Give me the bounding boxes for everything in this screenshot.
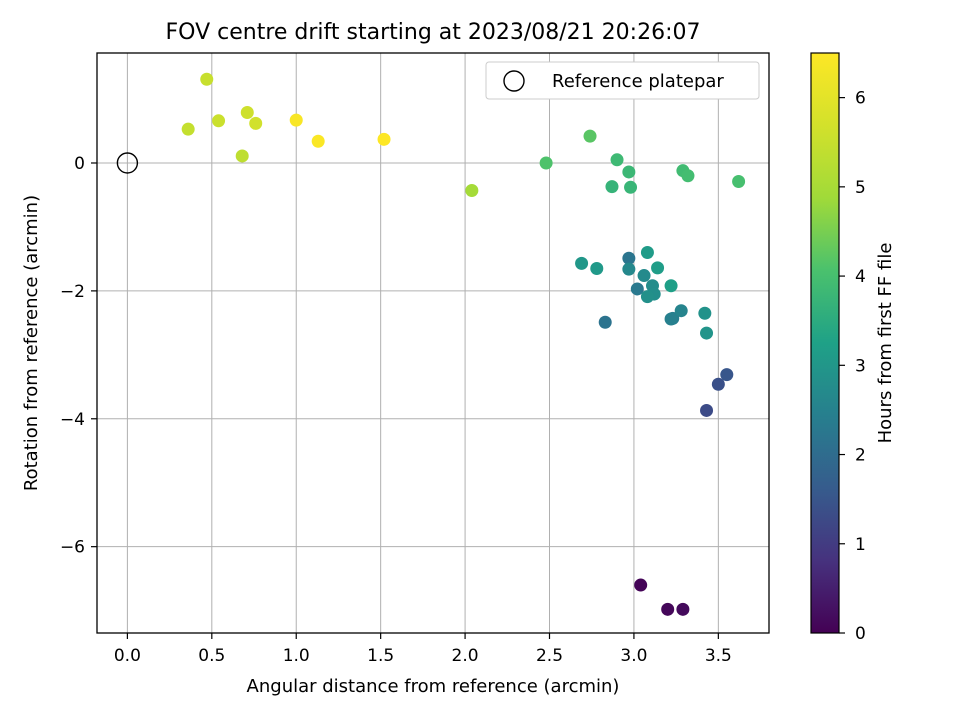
colorbar-gradient [810,52,840,634]
data-point [598,315,612,329]
data-point [637,269,651,283]
data-point [622,251,636,265]
data-point [235,149,249,163]
data-point [720,368,734,382]
data-point [624,180,638,194]
legend-box [485,61,760,100]
y-tick-label: −2 [60,282,85,302]
colorbar-tick-label: 1 [855,535,866,555]
y-tick-label: −4 [60,410,85,430]
colorbar-tick-label: 2 [855,446,866,466]
colorbar: 0 1 2 3 4 5 6 Hours from first FF file [810,52,896,644]
data-point [181,122,195,136]
data-point [664,312,678,326]
x-tick-label: 0.5 [198,646,225,666]
data-point [674,304,688,318]
y-tick-label: 0 [74,154,85,174]
x-axis-ticks: 0.0 0.5 1.0 1.5 2.0 2.5 3.0 3.5 [114,633,732,666]
legend-label-reference: Reference platepar [552,71,724,92]
data-point [630,282,644,296]
data-point [590,262,604,276]
data-points [181,72,746,616]
colorbar-tick-label: 5 [855,178,866,198]
plot-frame [96,52,770,634]
data-point [200,72,214,86]
data-point [249,116,263,130]
chart-title: FOV centre drift starting at 2023/08/21 … [166,20,701,45]
data-point [610,153,624,167]
data-point [622,165,636,179]
x-tick-label: 3.5 [705,646,732,666]
x-tick-label: 0.0 [114,646,141,666]
data-point [583,129,597,143]
data-point [240,105,254,119]
colorbar-tick-label: 3 [855,356,866,376]
data-point [711,377,725,391]
y-tick-label: −6 [60,538,85,558]
y-axis-label: Rotation from reference (arcmin) [21,195,42,491]
data-point [605,180,619,194]
x-tick-label: 3.0 [620,646,647,666]
y-axis-ticks: −6 −4 −2 0 [60,154,97,558]
colorbar-ticks: 0 1 2 3 4 5 6 [839,89,866,644]
data-point [311,134,325,148]
data-point [681,169,695,183]
reference-platepar-marker [116,152,139,174]
data-point [640,290,654,304]
data-point [575,256,589,270]
data-point [651,261,665,275]
colorbar-tick-label: 6 [855,89,866,109]
data-point [732,175,746,189]
x-tick-label: 2.0 [452,646,479,666]
x-tick-label: 2.5 [536,646,563,666]
data-point [661,602,675,616]
colorbar-tick-label: 4 [855,267,866,287]
colorbar-tick-label: 0 [855,624,866,644]
data-point [664,279,678,293]
data-point [622,262,636,276]
grid-lines [97,53,769,633]
reference-marker-layer [116,152,139,174]
data-point [640,246,654,260]
data-point [377,132,391,146]
data-point [700,403,714,417]
x-tick-label: 1.0 [283,646,310,666]
colorbar-label: Hours from first FF file [875,243,896,444]
legend: Reference platepar [485,61,760,100]
x-tick-label: 1.5 [367,646,394,666]
data-point [539,156,553,170]
data-point [698,306,712,320]
data-point [465,183,479,197]
x-axis-label: Angular distance from reference (arcmin) [247,676,620,697]
data-point [700,326,714,340]
data-point [676,602,690,616]
data-point [212,114,226,128]
legend-reference-marker [503,70,525,92]
data-point [634,578,648,592]
data-point [289,113,303,127]
